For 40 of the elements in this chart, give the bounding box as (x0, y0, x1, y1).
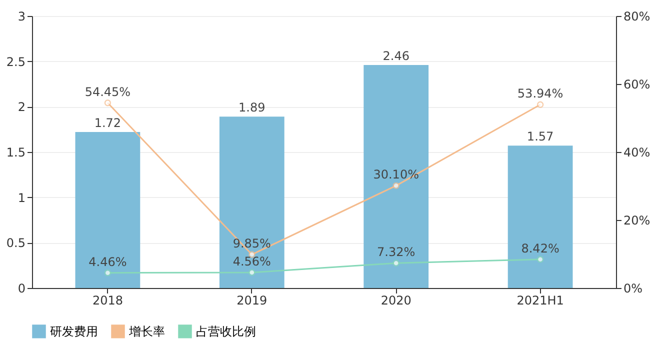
point (104, 100, 112, 106)
x-tick-label: 2020 (380, 294, 412, 308)
y-tick-label: 2.5 (6, 54, 26, 69)
y-tick-label: 1.5 (6, 146, 26, 160)
y2-tick-label: 0% (624, 282, 643, 296)
y2-tick-label: 40% (624, 146, 650, 160)
y-tick-label: 2 (18, 100, 26, 114)
y2-tick-label: 80% (624, 10, 650, 24)
data-label: 53.94% (517, 86, 564, 101)
data-label: 54.45% (84, 84, 131, 99)
data-label: 7.32% (377, 245, 416, 260)
data-label: 1.72 (94, 116, 122, 130)
x-tick-label: 2019 (236, 294, 268, 308)
y2-tick-label: 60% (624, 78, 650, 92)
x-tick-label: 2018 (92, 294, 123, 308)
data-label: 2.46 (382, 48, 410, 63)
y-tick-label: 0 (18, 282, 26, 296)
legend-label: 研发费用 (50, 324, 98, 338)
bar (75, 132, 140, 288)
data-label: 1.57 (526, 130, 554, 144)
point (104, 270, 112, 276)
y-tick-label: 1 (18, 190, 26, 205)
bar (364, 64, 429, 288)
y2-tick-label: 20% (624, 214, 650, 228)
data-label: 4.56% (232, 254, 271, 268)
y-tick-label: 3 (18, 10, 26, 24)
point (392, 182, 400, 189)
data-label: 1.89 (238, 100, 266, 115)
bar (219, 116, 284, 288)
point (536, 101, 544, 108)
data-label: 8.42% (521, 241, 560, 256)
legend-label: 增长率 (128, 324, 165, 338)
x-tick-label: 2021H1 (516, 294, 564, 308)
legend-label: 占营收比例 (196, 324, 256, 338)
bar (508, 146, 573, 288)
data-label: 4.46% (88, 254, 127, 269)
point (248, 269, 256, 276)
point (536, 256, 544, 263)
y-tick-label: 0.5 (6, 236, 26, 250)
point (392, 260, 400, 266)
